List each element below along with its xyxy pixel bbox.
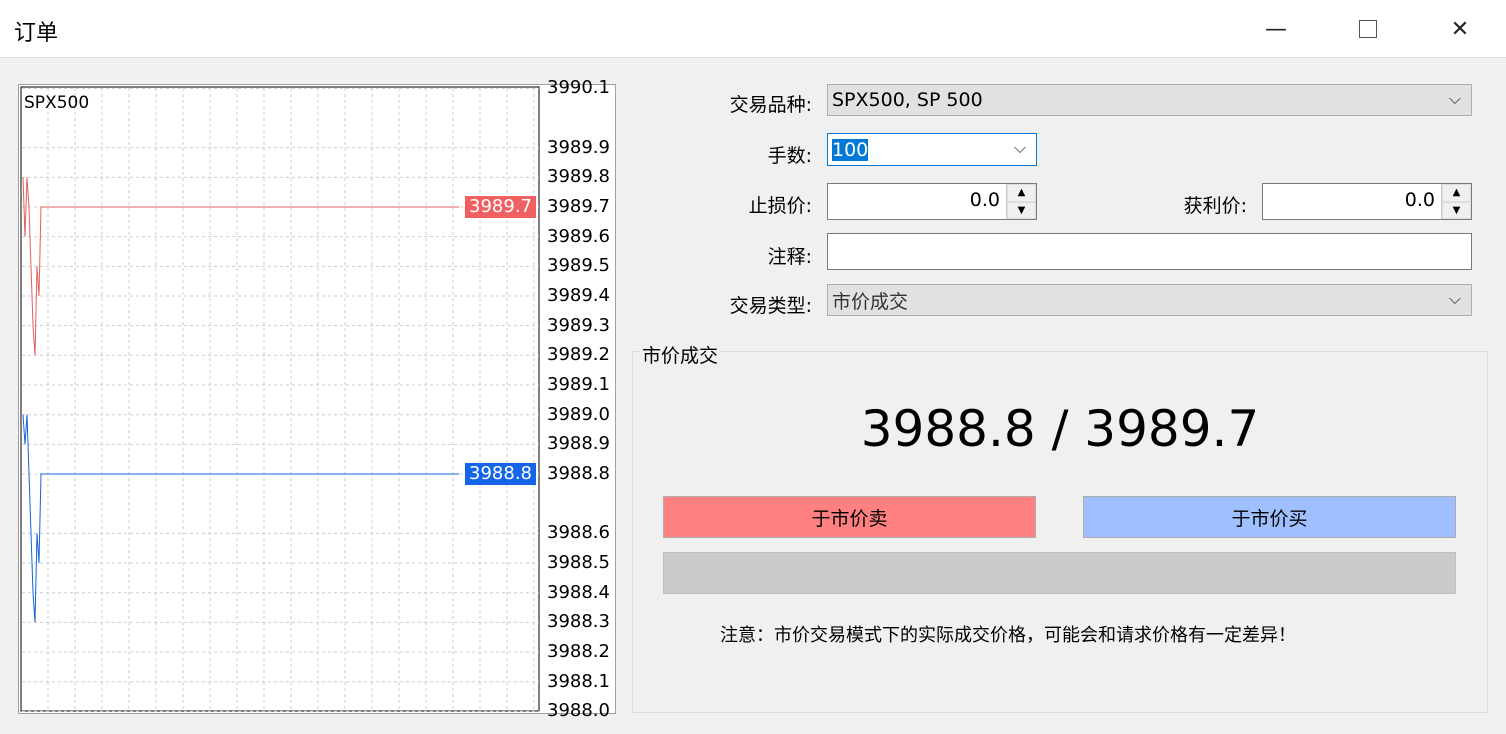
close-icon: ✕	[1450, 16, 1470, 42]
maximize-button[interactable]	[1345, 8, 1391, 50]
status-bar	[663, 552, 1456, 594]
y-tick-label: 3988.3	[547, 611, 610, 633]
y-tick-label: 3988.4	[547, 581, 610, 603]
minimize-icon: —	[1265, 16, 1287, 42]
y-tick-label: 3988.0	[547, 700, 610, 722]
tick-chart: SPX500 3990.1 3989.9 3989.8 3989.7 3989.6 398…	[18, 77, 616, 721]
stop-loss-value: 0.0	[969, 189, 1000, 211]
order-type-label: 交易类型:	[729, 295, 812, 317]
y-tick-label: 3989.2	[547, 344, 610, 366]
y-tick-label: 3989.9	[547, 136, 610, 158]
maximize-icon	[1359, 20, 1377, 38]
y-tick-label: 3988.2	[547, 641, 610, 663]
volume-label: 手数:	[767, 145, 812, 167]
stop-loss-label: 止损价:	[748, 195, 812, 217]
close-button[interactable]: ✕	[1437, 8, 1483, 50]
y-tick-label: 3989.7	[547, 196, 610, 217]
symbol-value: SPX500, SP 500	[832, 89, 983, 111]
y-tick-label: 3988.8	[547, 463, 610, 485]
stop-loss-field[interactable]: 0.0 ▲ ▼	[827, 183, 1037, 220]
title-bar: 订单 — ✕	[0, 0, 1506, 58]
y-tick-label: 3989.1	[547, 374, 610, 396]
y-tick-label: 3988.5	[547, 552, 610, 574]
y-tick-label: 3988.9	[547, 433, 610, 455]
minimize-button[interactable]: —	[1253, 8, 1299, 50]
comment-field[interactable]	[827, 233, 1472, 270]
group-title: 市价成交	[640, 341, 721, 368]
comment-label: 注释:	[767, 246, 812, 268]
arrow-down-icon[interactable]: ▼	[1442, 201, 1471, 219]
arrow-up-icon[interactable]: ▲	[1442, 184, 1471, 202]
y-tick-label: 3989.6	[547, 225, 610, 247]
order-type-select[interactable]: 市价成交 ⌵	[827, 284, 1472, 316]
chart-symbol-label: SPX500	[24, 93, 90, 113]
series-ask-line	[22, 177, 459, 356]
take-profit-label: 获利价:	[1183, 195, 1247, 217]
plot-area	[20, 86, 540, 712]
chart-svg	[20, 86, 540, 712]
bid-price-label: 3988.8	[465, 463, 536, 486]
y-tick-label: 3988.1	[547, 670, 610, 692]
y-tick-label: 3988.6	[547, 522, 610, 544]
order-type-value: 市价成交	[832, 290, 909, 313]
market-execution-group	[632, 351, 1488, 713]
buy-by-market-button[interactable]: 于市价买	[1083, 496, 1456, 538]
take-profit-value: 0.0	[1404, 189, 1435, 211]
volume-combo[interactable]: 100 ⌵	[827, 133, 1037, 166]
arrow-up-icon[interactable]: ▲	[1007, 184, 1036, 202]
bid-ask-prices: 3988.8 / 3989.7	[860, 400, 1260, 458]
symbol-label: 交易品种:	[729, 94, 812, 116]
take-profit-field[interactable]: 0.0 ▲ ▼	[1262, 183, 1472, 220]
y-tick-label: 3989.4	[547, 285, 610, 306]
chevron-down-icon: ⌵	[1013, 138, 1026, 157]
series-bid-line	[22, 414, 459, 623]
window-title: 订单	[14, 21, 59, 46]
symbol-select[interactable]: SPX500, SP 500 ⌵	[827, 84, 1472, 116]
chevron-down-icon: ⌵	[1448, 89, 1461, 108]
sell-by-market-button[interactable]: 于市价卖	[663, 496, 1036, 538]
y-tick-label: 3990.1	[547, 77, 610, 99]
y-tick-label: 3989.8	[547, 166, 610, 188]
volume-value: 100	[832, 138, 869, 161]
market-note: 注意：市价交易模式下的实际成交价格，可能会和请求价格有一定差异！	[720, 625, 1296, 646]
ask-price-label: 3989.7	[465, 196, 536, 218]
y-tick-label: 3989.5	[547, 255, 610, 277]
take-profit-stepper[interactable]: ▲ ▼	[1441, 184, 1471, 219]
chevron-down-icon: ⌵	[1448, 289, 1461, 308]
stop-loss-stepper[interactable]: ▲ ▼	[1006, 184, 1036, 219]
y-tick-label: 3989.3	[547, 314, 610, 336]
y-tick-label: 3989.0	[547, 403, 610, 425]
arrow-down-icon[interactable]: ▼	[1007, 201, 1036, 219]
